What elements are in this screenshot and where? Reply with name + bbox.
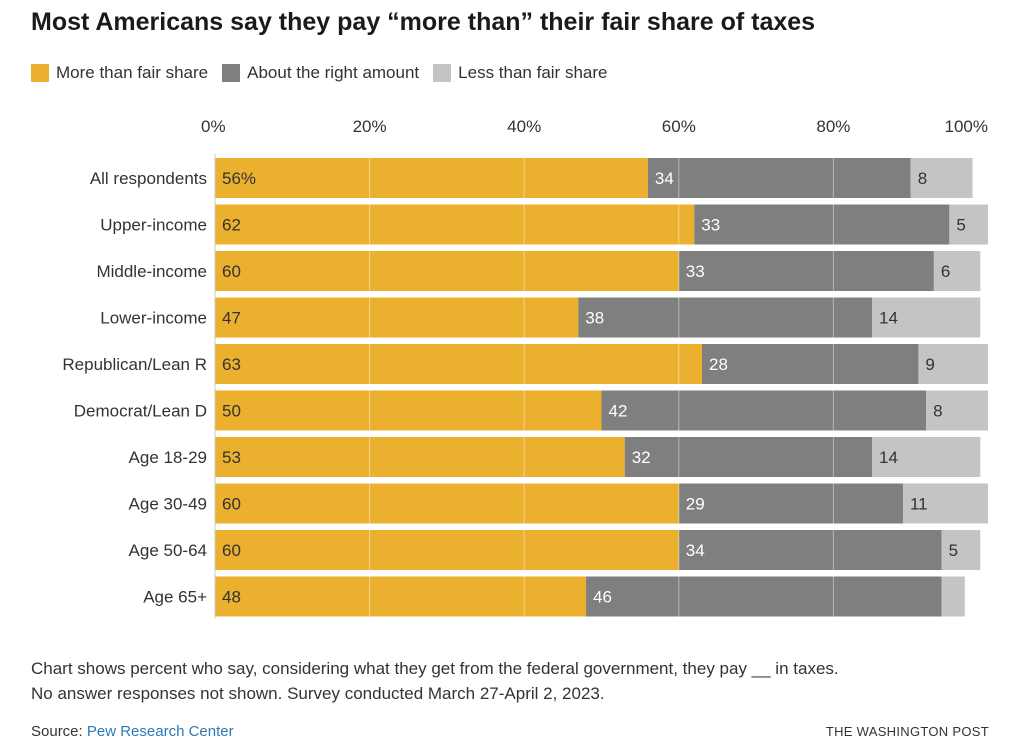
data-label: 50 [222, 402, 241, 421]
data-label: 33 [701, 216, 720, 235]
bar-segment [215, 530, 679, 570]
bar-segment [647, 158, 911, 198]
bar-segment [918, 344, 988, 384]
legend-label-less: Less than fair share [458, 63, 608, 82]
bar-segment [941, 576, 965, 617]
bar-segment [933, 251, 981, 291]
chart-note-line-1: Chart shows percent who say, considering… [31, 659, 839, 678]
source-label: Source: [31, 723, 87, 740]
data-label: 8 [918, 169, 927, 188]
data-label: 32 [632, 448, 651, 467]
data-label: 34 [686, 541, 705, 560]
legend-label-more: More than fair share [56, 63, 209, 82]
bar-segment [678, 251, 934, 291]
bar-segment [215, 158, 648, 198]
legend-item-about: About the right amount [222, 63, 419, 83]
bar-segment [624, 437, 873, 477]
bar-segment [694, 204, 950, 245]
x-tick-label: 20% [353, 117, 387, 136]
x-tick-label: 60% [662, 117, 696, 136]
category-label: Lower-income [100, 309, 207, 328]
bar-segment [701, 344, 919, 384]
bar-segment [941, 530, 981, 570]
data-label: 14 [879, 309, 898, 328]
legend-swatch-about [222, 64, 241, 82]
data-label: 62 [222, 216, 241, 235]
category-label: Age 30-49 [129, 495, 207, 514]
data-label: 48 [222, 588, 241, 607]
bar-segment [678, 530, 942, 570]
bar-segment [910, 158, 973, 198]
data-label: 60 [222, 495, 241, 514]
data-label: 38 [585, 309, 604, 328]
data-label: 56% [222, 169, 256, 188]
data-label: 11 [910, 495, 928, 514]
data-label: 5 [949, 541, 958, 560]
bar-segment [215, 437, 625, 477]
data-label: 63 [222, 355, 241, 374]
bar-segment [578, 297, 873, 338]
data-label: 5 [956, 216, 965, 235]
category-label: Age 50-64 [129, 541, 207, 560]
legend-item-more: More than fair share [31, 63, 208, 83]
data-label: 46 [593, 588, 612, 607]
bar-segment [601, 390, 927, 431]
data-label: 34 [655, 169, 674, 188]
bar-segment [215, 297, 579, 338]
legend-swatch-more [31, 64, 49, 82]
category-label: All respondents [90, 169, 207, 188]
publisher-credit: THE WASHINGTON POST [825, 724, 989, 739]
category-label: Republican/Lean R [62, 355, 207, 374]
category-label: Upper-income [100, 216, 207, 235]
legend-item-less: Less than fair share [433, 63, 607, 83]
bar-segment [215, 204, 695, 245]
data-label: 6 [941, 262, 950, 281]
data-label: 8 [933, 402, 942, 421]
chart-note: Chart shows percent who say, considering… [31, 656, 991, 706]
bar-segment [586, 576, 942, 617]
category-label: Age 65+ [143, 588, 207, 607]
source-link[interactable]: Pew Research Center [86, 723, 234, 740]
data-label: 28 [709, 355, 728, 374]
bar-segment [902, 483, 988, 524]
legend-swatch-less [433, 64, 452, 82]
category-label: Age 18-29 [129, 448, 207, 467]
bar-segment [678, 483, 903, 524]
bar-segment [949, 204, 988, 245]
bar-segment [872, 437, 981, 477]
legend: More than fair share About the right amo… [31, 62, 621, 84]
bar-segment [215, 576, 587, 617]
data-label: 9 [925, 355, 934, 374]
bar-segment [215, 483, 679, 524]
data-label: 14 [879, 448, 898, 467]
data-label: 60 [222, 262, 241, 281]
x-tick-label: 0% [201, 117, 226, 136]
category-label: Middle-income [96, 262, 207, 281]
legend-label-about: About the right amount [247, 63, 420, 82]
source-credit: Source: Pew Research Center [31, 723, 234, 740]
bar-segment [215, 251, 679, 291]
data-label: 60 [222, 541, 241, 560]
chart-note-line-2: No answer responses not shown. Survey co… [31, 684, 605, 703]
bar-segment [215, 344, 702, 384]
category-label: Democrat/Lean D [74, 402, 207, 421]
data-label: 42 [609, 402, 628, 421]
data-label: 53 [222, 448, 241, 467]
bar-segment [872, 297, 981, 338]
data-label: 33 [686, 262, 705, 281]
x-tick-label: 100% [945, 117, 988, 136]
chart-title: Most Americans say they pay “more than” … [31, 8, 816, 36]
data-label: 47 [222, 309, 241, 328]
bar-segment [926, 390, 988, 431]
x-tick-label: 40% [507, 117, 541, 136]
data-label: 29 [686, 495, 705, 514]
stacked-bar-chart: 0% 20% 40% 60% 80% 100% All respondents 56% 34 8 U… [62, 117, 988, 619]
x-tick-label: 80% [816, 117, 850, 136]
bar-segment [215, 390, 602, 431]
